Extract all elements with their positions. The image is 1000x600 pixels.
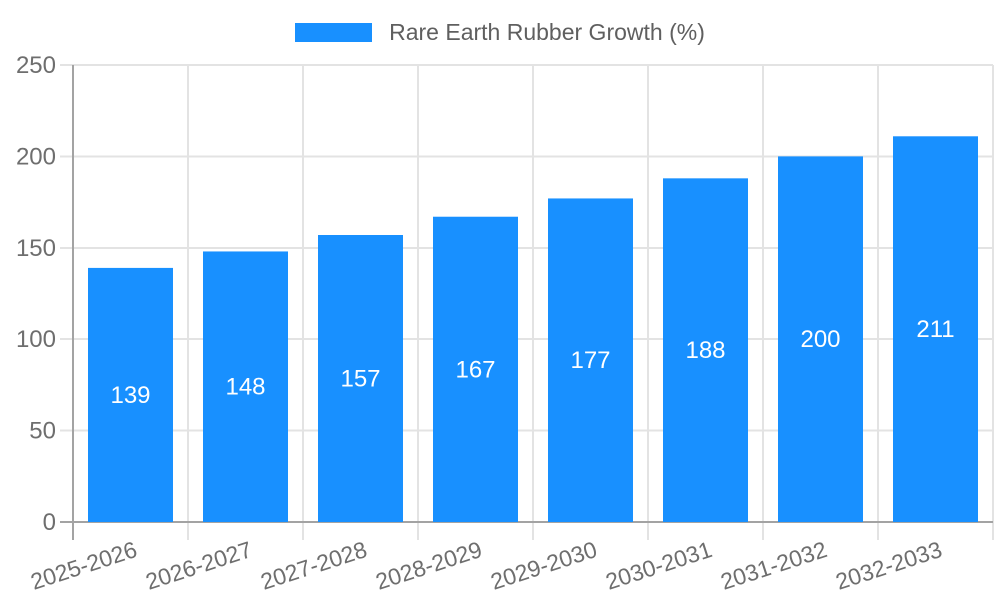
y-tick-label: 200 [16, 143, 56, 170]
x-tick-label: 2031-2032 [717, 536, 830, 595]
bar-value-label: 211 [916, 316, 954, 343]
bar [548, 198, 633, 522]
y-tick-label: 0 [43, 509, 56, 536]
y-tick-label: 50 [29, 418, 56, 445]
x-tick-label: 2026-2027 [142, 536, 255, 595]
bar-value-label: 177 [570, 347, 610, 374]
x-tick-label: 2028-2029 [372, 536, 485, 595]
legend-item[interactable]: Rare Earth Rubber Growth (%) [295, 21, 705, 44]
legend-swatch [295, 23, 373, 42]
x-tick-label: 2032-2033 [832, 536, 945, 595]
x-tick-label: 2027-2028 [257, 536, 370, 595]
x-tick-label: 2030-2031 [602, 536, 715, 595]
bar [893, 136, 978, 523]
bar [318, 235, 403, 522]
bar [433, 216, 518, 522]
x-tick-label: 2025-2026 [27, 536, 140, 595]
bar [663, 178, 748, 522]
bar [203, 251, 288, 522]
legend: Rare Earth Rubber Growth (%) [0, 21, 1000, 44]
legend-label: Rare Earth Rubber Growth (%) [389, 19, 705, 45]
x-tick-label: 2029-2030 [487, 536, 600, 595]
bar-value-label: 139 [110, 382, 150, 409]
bar-value-label: 200 [800, 326, 840, 353]
bar-value-label: 188 [685, 337, 725, 364]
y-tick-label: 150 [16, 235, 56, 262]
y-tick-label: 250 [16, 52, 56, 79]
bar [88, 267, 173, 522]
bar-value-label: 157 [340, 366, 380, 393]
y-tick-label: 100 [16, 326, 56, 353]
bar-value-label: 167 [455, 356, 495, 383]
bar [778, 156, 863, 522]
bar-value-label: 148 [225, 374, 265, 401]
